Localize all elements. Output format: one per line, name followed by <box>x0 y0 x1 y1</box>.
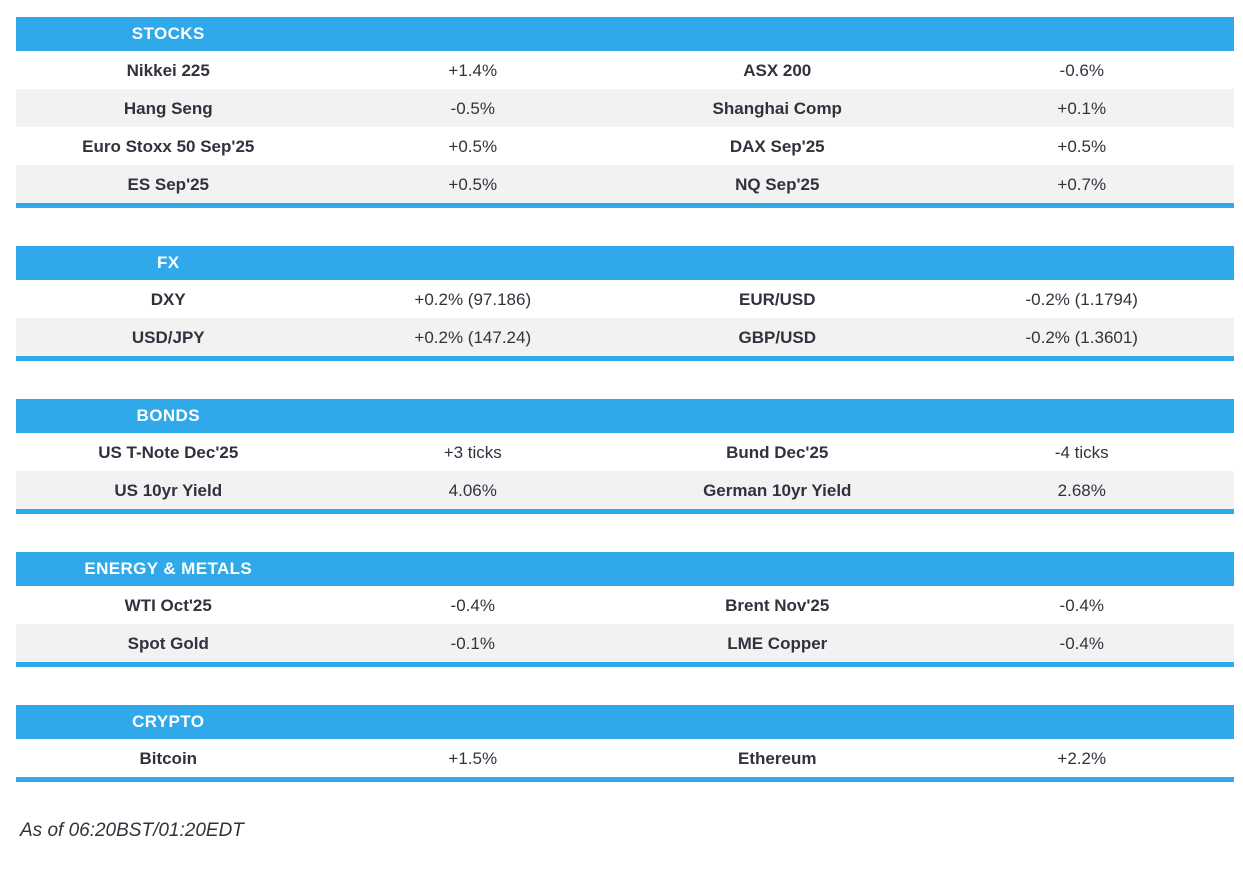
section-header-bar: FX <box>16 246 1234 280</box>
instrument-label: Ethereum <box>738 748 817 768</box>
instrument-label: Hang Seng <box>123 98 213 118</box>
instrument-value: -0.2% (1.1794) <box>1025 289 1138 309</box>
section-title: ENERGY & METALS <box>84 559 253 578</box>
table-row: DXY +0.2% (97.186) EUR/USD -0.2% (1.1794) <box>16 280 1234 318</box>
instrument-label: Euro Stoxx 50 Sep'25 <box>82 136 255 156</box>
instrument-value: +0.7% <box>1057 174 1107 194</box>
instrument-value: 2.68% <box>1057 480 1106 500</box>
table-row: USD/JPY +0.2% (147.24) GBP/USD -0.2% (1.360… <box>16 318 1234 356</box>
instrument-value: -0.4% <box>1059 595 1104 615</box>
instrument-label: US T-Note Dec'25 <box>98 442 239 462</box>
instrument-label: US 10yr Yield <box>114 480 223 500</box>
table-row: Bitcoin +1.5% Ethereum +2.2% <box>16 739 1234 777</box>
instrument-label: EUR/USD <box>738 289 816 309</box>
instrument-label: GBP/USD <box>738 327 816 347</box>
table-row: US T-Note Dec'25 +3 ticks Bund Dec'25 -4 ti… <box>16 433 1234 471</box>
instrument-value: +1.4% <box>448 60 498 80</box>
instrument-value: +0.5% <box>448 174 498 194</box>
table-row: Euro Stoxx 50 Sep'25 +0.5% DAX Sep'25 +0.5% <box>16 127 1234 165</box>
section-title: FX <box>156 253 180 272</box>
instrument-value: -0.2% (1.3601) <box>1025 327 1138 347</box>
instrument-label: Brent Nov'25 <box>725 595 830 615</box>
instrument-label: DXY <box>150 289 186 309</box>
instrument-value: -0.5% <box>450 98 495 118</box>
table-row: Nikkei 225 +1.4% ASX 200 -0.6% <box>16 51 1234 89</box>
instrument-label: USD/JPY <box>131 327 205 347</box>
instrument-value: +1.5% <box>448 748 498 768</box>
instrument-label: Bund Dec'25 <box>726 442 829 462</box>
as-of-timestamp: As of 06:20BST/01:20EDT <box>20 820 244 841</box>
section-header-bar: BONDS <box>16 399 1234 433</box>
instrument-label: ES Sep'25 <box>127 174 210 194</box>
section-header-bar: ENERGY & METALS <box>16 552 1234 586</box>
instrument-value: +2.2% <box>1057 748 1107 768</box>
section-title: STOCKS <box>131 24 205 43</box>
instrument-label: Nikkei 225 <box>126 60 210 80</box>
section-header-bar: CRYPTO <box>16 705 1234 739</box>
instrument-value: +3 ticks <box>443 442 502 462</box>
market-overview-table: STOCKS Nikkei 225 +1.4% ASX 200 -0.6% Hang Se… <box>16 17 1234 782</box>
instrument-value: 4.06% <box>448 480 497 500</box>
instrument-label: Shanghai Comp <box>712 98 842 118</box>
instrument-value: -0.6% <box>1059 60 1104 80</box>
market-section-energy-metals: ENERGY & METALS WTI Oct'25 -0.4% Brent Nov'… <box>16 552 1234 667</box>
instrument-value: +0.1% <box>1057 98 1107 118</box>
instrument-label: Bitcoin <box>139 748 198 768</box>
instrument-label: NQ Sep'25 <box>735 174 820 194</box>
instrument-value: -0.4% <box>1059 633 1104 653</box>
instrument-label: Spot Gold <box>127 633 209 653</box>
table-row: ES Sep'25 +0.5% NQ Sep'25 +0.7% <box>16 165 1234 203</box>
table-row: US 10yr Yield 4.06% German 10yr Yield 2.68% <box>16 471 1234 509</box>
market-section-bonds: BONDS US T-Note Dec'25 +3 ticks Bund Dec'25… <box>16 399 1234 514</box>
table-row: Hang Seng -0.5% Shanghai Comp +0.1% <box>16 89 1234 127</box>
instrument-value: +0.5% <box>448 136 498 156</box>
instrument-value: +0.5% <box>1057 136 1107 156</box>
instrument-value: +0.2% (147.24) <box>414 327 532 347</box>
instrument-value: -4 ticks <box>1054 442 1109 462</box>
section-title: CRYPTO <box>132 712 205 731</box>
market-section-fx: FX DXY +0.2% (97.186) EUR/USD -0.2% (1.1794)… <box>16 246 1234 361</box>
instrument-label: DAX Sep'25 <box>729 136 825 156</box>
instrument-label: German 10yr Yield <box>703 480 852 500</box>
section-title: BONDS <box>136 406 200 425</box>
table-row: Spot Gold -0.1% LME Copper -0.4% <box>16 624 1234 662</box>
instrument-label: WTI Oct'25 <box>124 595 212 615</box>
instrument-value: +0.2% (97.186) <box>414 289 532 309</box>
instrument-value: -0.4% <box>450 595 495 615</box>
section-header-bar: STOCKS <box>16 17 1234 51</box>
instrument-value: -0.1% <box>450 633 495 653</box>
instrument-label: LME Copper <box>727 633 828 653</box>
table-row: WTI Oct'25 -0.4% Brent Nov'25 -0.4% <box>16 586 1234 624</box>
market-section-stocks: STOCKS Nikkei 225 +1.4% ASX 200 -0.6% Hang Se… <box>16 17 1234 208</box>
market-section-crypto: CRYPTO Bitcoin +1.5% Ethereum +2.2% <box>16 705 1234 782</box>
instrument-label: ASX 200 <box>743 60 812 80</box>
